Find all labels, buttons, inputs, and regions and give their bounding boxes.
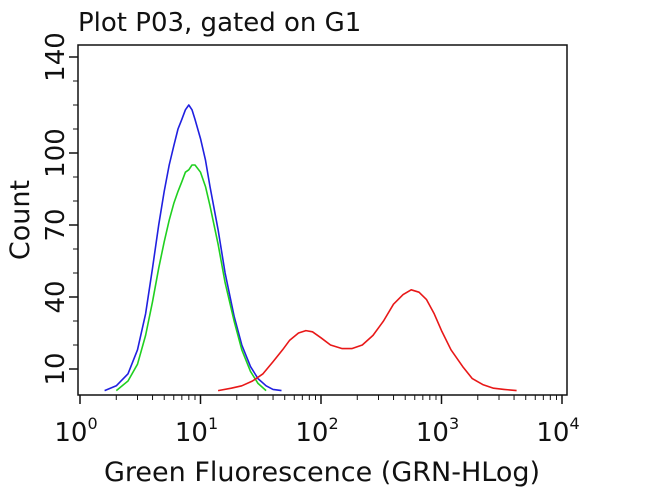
x-tick-label: 103 [416, 414, 459, 448]
x-tick-label: 101 [175, 414, 218, 448]
x-axis-ticks: 100 101 102 103 104 [54, 395, 580, 448]
series-line-0 [104, 104, 282, 392]
x-tick-label: 104 [536, 414, 579, 448]
y-tick-label: 40 [41, 280, 71, 313]
x-axis-label: Green Fluorescence (GRN-HLog) [104, 457, 540, 488]
x-tick-label: 100 [54, 414, 97, 448]
y-tick-label: 100 [41, 128, 71, 178]
y-tick-label: 70 [41, 208, 71, 241]
y-axis-ticks: 10 40 70 100 140 [41, 32, 78, 386]
series-line-2 [217, 288, 517, 392]
plot-area-frame [77, 44, 568, 396]
series-layer [104, 104, 517, 392]
chart-title: Plot P03, gated on G1 [78, 8, 361, 38]
y-axis-label: Count [5, 180, 36, 260]
y-tick-label: 140 [41, 32, 71, 82]
x-tick-label: 102 [295, 414, 338, 448]
series-line-1 [115, 164, 267, 392]
y-tick-label: 10 [41, 352, 71, 385]
